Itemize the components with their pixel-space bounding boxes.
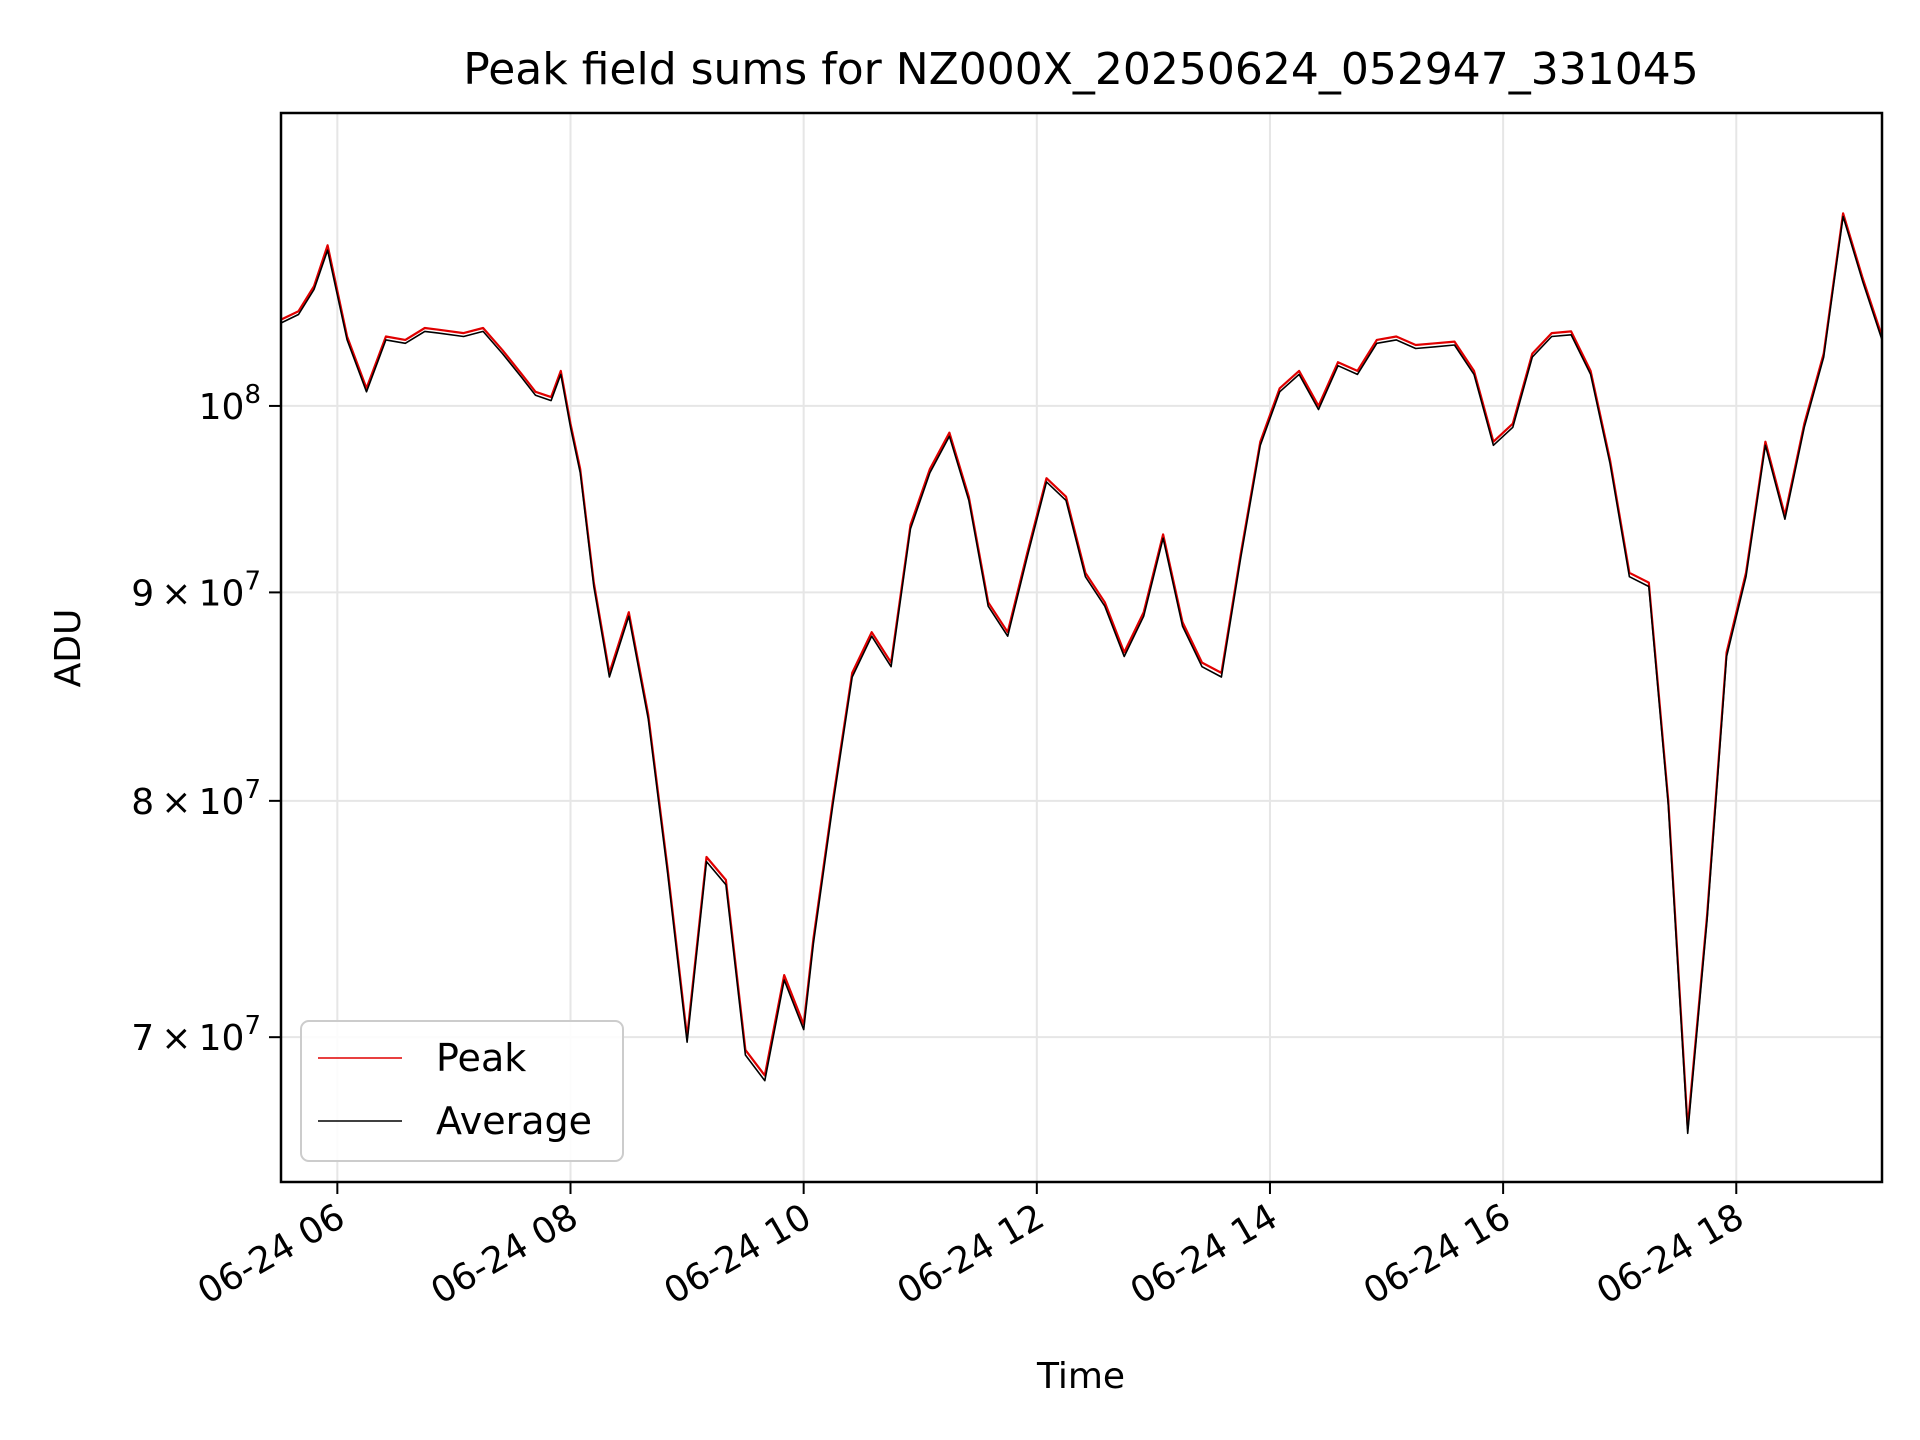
x-tick-label: 06-24 06 (191, 1196, 352, 1312)
x-tick-label: 06-24 16 (1357, 1196, 1518, 1312)
x-axis: 06-24 06 06-24 08 06-24 10 06-24 12 06-24 14… (191, 1182, 1751, 1313)
x-axis-title: Time (1036, 1356, 1125, 1397)
series-line-peak (280, 212, 1884, 1130)
chart-title: Peak field sums for NZ000X_20250624_0529… (463, 44, 1699, 95)
x-tick-label: 06-24 08 (424, 1196, 585, 1312)
y-axis-title: ADU (48, 609, 89, 688)
grid (281, 113, 1882, 1182)
y-tick-label: 8 × 107 (131, 775, 261, 823)
legend-box (300, 1020, 624, 1162)
x-tick-label: 06-24 18 (1590, 1196, 1751, 1312)
y-tick-label: 9 × 107 (131, 566, 261, 614)
x-tick-label: 06-24 10 (657, 1196, 818, 1312)
y-tick-label: 7 × 107 (131, 1011, 261, 1059)
x-tick-label: 06-24 14 (1124, 1196, 1285, 1312)
legend-label-average: Average (436, 1099, 592, 1143)
legend: Peak Average (300, 1020, 624, 1162)
series-lines (280, 212, 1884, 1135)
y-axis: 7 × 107 8 × 107 9 × 107 108 (131, 380, 281, 1059)
x-tick-label: 06-24 12 (891, 1196, 1052, 1312)
series-line-average (280, 215, 1883, 1135)
legend-label-peak: Peak (436, 1036, 526, 1080)
y-tick-label: 108 (199, 380, 261, 428)
plot-frame (279, 111, 1884, 1184)
